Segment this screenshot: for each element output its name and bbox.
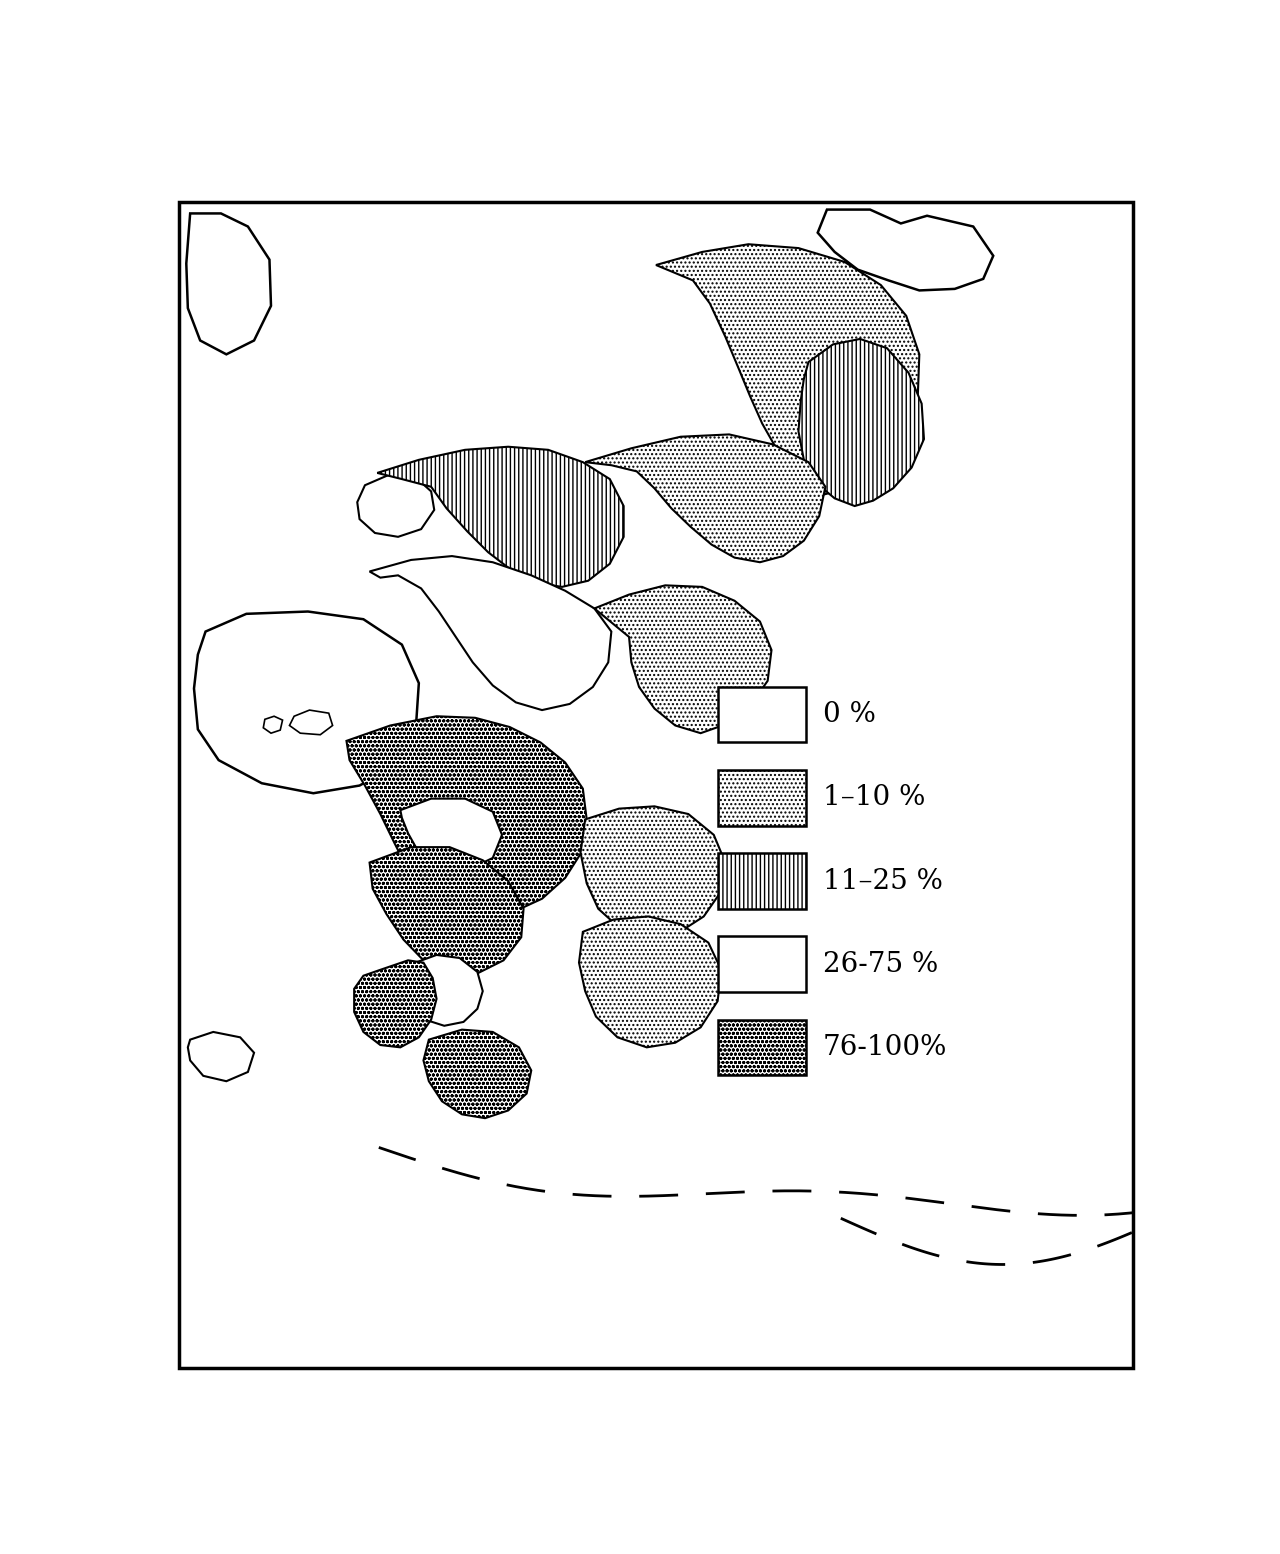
Polygon shape [401, 799, 502, 870]
Polygon shape [657, 244, 919, 494]
Text: 0 %: 0 % [823, 701, 876, 729]
Bar [718, 687, 806, 743]
Polygon shape [585, 435, 826, 563]
Text: 26-75 %: 26-75 % [823, 951, 938, 977]
Text: 11–25 %: 11–25 % [823, 867, 943, 895]
Polygon shape [378, 446, 623, 587]
Bar [718, 937, 806, 991]
Polygon shape [370, 556, 612, 710]
Polygon shape [355, 960, 436, 1047]
Polygon shape [424, 1030, 531, 1119]
Polygon shape [187, 213, 271, 354]
Polygon shape [594, 586, 772, 733]
Bar [718, 771, 806, 825]
Polygon shape [406, 956, 483, 1026]
Text: 76-100%: 76-100% [823, 1033, 947, 1061]
Polygon shape [195, 612, 419, 793]
Polygon shape [347, 716, 586, 918]
Polygon shape [799, 339, 924, 507]
Text: 1–10 %: 1–10 % [823, 785, 925, 811]
Polygon shape [370, 847, 524, 973]
Polygon shape [357, 476, 434, 536]
Polygon shape [579, 917, 722, 1047]
Bar [718, 853, 806, 909]
Polygon shape [188, 1032, 253, 1082]
Polygon shape [581, 807, 726, 940]
Bar [718, 1019, 806, 1075]
Polygon shape [289, 710, 333, 735]
Polygon shape [818, 210, 993, 291]
Polygon shape [264, 716, 283, 733]
